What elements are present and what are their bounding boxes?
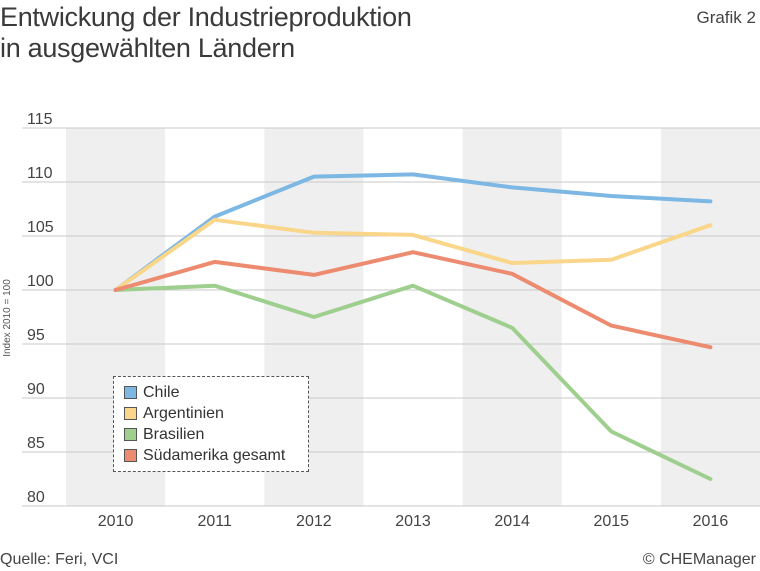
series-line-s-damerika-gesamt xyxy=(113,250,713,350)
x-tick-label: 2014 xyxy=(494,513,530,530)
series-line-chile xyxy=(113,172,713,292)
y-tick-label: 110 xyxy=(27,165,53,182)
figure-label: Grafik 2 xyxy=(696,8,756,27)
legend-swatch xyxy=(124,407,137,420)
x-tick-label: 2010 xyxy=(98,513,134,530)
column-band xyxy=(660,128,760,506)
x-tick-label: 2013 xyxy=(395,513,431,530)
legend-label: Chile xyxy=(143,383,180,401)
x-tick-label: 2011 xyxy=(198,513,233,530)
y-tick-label: 100 xyxy=(27,273,54,290)
legend-item: Brasilien xyxy=(124,424,308,445)
legend-label: Südamerika gesamt xyxy=(143,446,286,464)
y-tick-label: 115 xyxy=(27,111,53,128)
legend: Chile Argentinien Brasilien Südamerika gesa… xyxy=(113,376,309,472)
chart-title: Entwickung der Industrieproduktion in au… xyxy=(0,2,412,64)
legend-swatch xyxy=(124,428,137,441)
legend-label: Argentinien xyxy=(143,404,224,422)
legend-item: Argentinien xyxy=(124,403,308,424)
y-tick-label: 85 xyxy=(27,435,45,452)
y-tick-label: 95 xyxy=(27,327,45,344)
legend-label: Brasilien xyxy=(143,425,205,443)
y-tick-label: 105 xyxy=(27,219,54,236)
x-tick-label: 2015 xyxy=(593,513,629,530)
legend-item: Chile xyxy=(124,382,308,403)
source-note: Quelle: Feri, VCI xyxy=(0,551,119,568)
chart-title-line-2: in ausgewählten Ländern xyxy=(0,33,295,63)
x-tick-label: 2016 xyxy=(693,513,729,530)
copyright-note: © CHEManager xyxy=(642,551,756,568)
legend-swatch xyxy=(124,386,137,399)
y-axis-label: Index 2010 = 100 xyxy=(2,279,13,357)
legend-swatch xyxy=(124,449,137,462)
series-line-argentinien xyxy=(113,217,713,292)
y-tick-label: 90 xyxy=(27,381,45,398)
legend-item: Südamerika gesamt xyxy=(124,445,308,466)
chart-title-line-1: Entwickung der Industrieproduktion xyxy=(0,2,412,32)
y-tick-label: 80 xyxy=(27,489,45,506)
x-tick-label: 2012 xyxy=(296,513,332,530)
